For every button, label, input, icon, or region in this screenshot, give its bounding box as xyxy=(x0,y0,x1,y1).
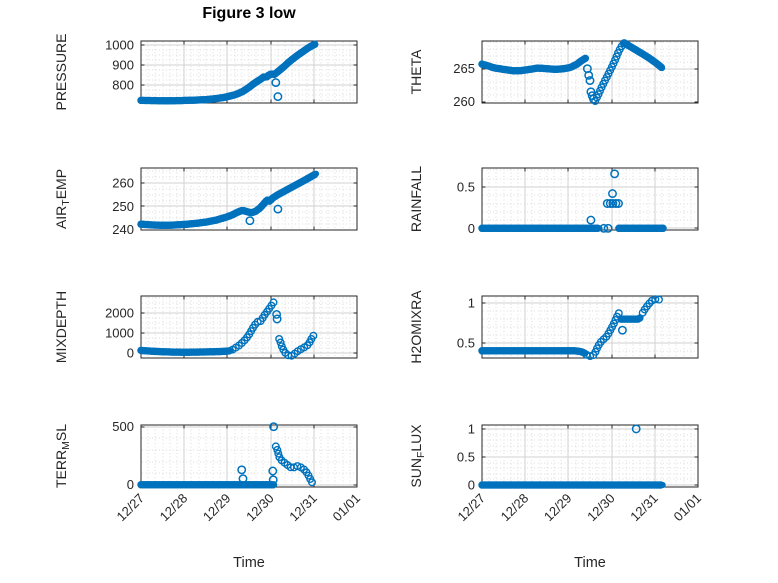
svg-text:0: 0 xyxy=(127,477,134,492)
x-tick-label: 12/29 xyxy=(200,491,234,525)
svg-text:1: 1 xyxy=(468,296,475,311)
grid-lines xyxy=(483,426,697,486)
data-series xyxy=(478,295,664,361)
grid-lines xyxy=(142,297,356,357)
grid-lines xyxy=(483,297,697,357)
svg-text:800: 800 xyxy=(112,78,134,93)
pressure-subplot: 800 900 1000 PRESSURE xyxy=(53,33,358,111)
sun-flux-ylabel: SUNFLUX xyxy=(408,424,427,488)
axis-labels: 0.5 1 H2OMIXRA xyxy=(408,290,475,364)
svg-text:260: 260 xyxy=(112,176,134,191)
x-tick-label: 01/01 xyxy=(671,491,705,525)
svg-text:900: 900 xyxy=(112,58,134,73)
air-temp-subplot: 240 250 260 AIRTEMP xyxy=(53,167,358,237)
air-temp-ylabel: AIRTEMP xyxy=(53,169,72,229)
grid-lines xyxy=(142,169,356,229)
svg-text:1: 1 xyxy=(468,421,475,436)
theta-subplot: 260 265 THETA xyxy=(408,39,699,109)
axis-labels: 0 0.5 RAINFALL xyxy=(408,166,475,236)
svg-text:250: 250 xyxy=(112,199,134,214)
axis-labels: 0 500 TERRMSL 12/27 12/28 12/29 12/30 12/31 01/0… xyxy=(53,419,363,571)
data-series xyxy=(478,39,666,105)
h2omixra-subplot: 0.5 1 H2OMIXRA xyxy=(408,290,699,364)
svg-text:0: 0 xyxy=(468,221,475,236)
axis-labels: 260 265 THETA xyxy=(408,49,475,109)
svg-text:500: 500 xyxy=(112,419,134,434)
figure-title: Figure 3 low xyxy=(202,5,296,22)
axes-box xyxy=(481,295,699,359)
terr-msl-ylabel: TERRMSL xyxy=(53,424,72,488)
x-tick-label: 12/28 xyxy=(498,491,532,525)
axis-labels: 800 900 1000 PRESSURE xyxy=(53,33,134,110)
svg-text:1000: 1000 xyxy=(105,38,134,53)
svg-text:260: 260 xyxy=(453,94,475,109)
rainfall-subplot: 0 0.5 RAINFALL xyxy=(408,166,699,236)
svg-text:0.5: 0.5 xyxy=(457,450,475,465)
grid-lines xyxy=(142,42,356,102)
data-series xyxy=(137,298,318,360)
x-tick-label: 12/30 xyxy=(584,491,618,525)
axes-box xyxy=(481,40,699,104)
x-tick-label: 12/31 xyxy=(286,491,320,525)
right-xaxis-title: Time xyxy=(574,555,606,571)
x-tick-label: 12/30 xyxy=(243,491,277,525)
axis-labels: 0 1000 2000 MIXDEPTH xyxy=(53,291,134,363)
data-series xyxy=(137,170,320,230)
x-tick-label: 12/28 xyxy=(157,491,191,525)
grid-lines xyxy=(483,169,697,229)
left-xaxis-title: Time xyxy=(233,555,265,571)
svg-text:2000: 2000 xyxy=(105,306,134,321)
x-tick-label: 12/27 xyxy=(455,491,489,525)
theta-ylabel: THETA xyxy=(408,49,424,95)
svg-text:1000: 1000 xyxy=(105,326,134,341)
x-tick-label: 12/29 xyxy=(541,491,575,525)
terr-msl-subplot: 0 500 TERRMSL 12/27 12/28 12/29 12/30 12/31 01/0… xyxy=(53,419,363,571)
h2omixra-ylabel: H2OMIXRA xyxy=(408,290,424,364)
data-series xyxy=(137,40,319,105)
data-series xyxy=(478,169,667,233)
x-tick-label: 01/01 xyxy=(330,491,364,525)
mixdepth-ylabel: MIXDEPTH xyxy=(53,291,69,363)
svg-text:0.5: 0.5 xyxy=(457,335,475,350)
data-series xyxy=(137,422,317,489)
grid-lines xyxy=(142,426,356,486)
axis-labels: 0 0.5 1 SUNFLUX 12/27 12/28 12/29 12/30 12/31 01/… xyxy=(408,421,704,571)
svg-text:0: 0 xyxy=(127,346,134,361)
rainfall-ylabel: RAINFALL xyxy=(408,166,424,232)
mixdepth-subplot: 0 1000 2000 MIXDEPTH xyxy=(53,291,358,363)
svg-text:265: 265 xyxy=(453,61,475,76)
x-tick-label: 12/27 xyxy=(114,491,148,525)
axes-box xyxy=(140,167,358,231)
pressure-ylabel: PRESSURE xyxy=(53,33,69,110)
svg-text:0.5: 0.5 xyxy=(457,180,475,195)
x-tick-label: 12/31 xyxy=(627,491,661,525)
axis-labels: 240 250 260 AIRTEMP xyxy=(53,169,134,237)
svg-text:0: 0 xyxy=(468,478,475,493)
data-series xyxy=(478,424,666,489)
svg-text:240: 240 xyxy=(112,222,134,237)
sun-flux-subplot: 0 0.5 1 SUNFLUX 12/27 12/28 12/29 12/30 12/31 01/… xyxy=(408,421,704,571)
